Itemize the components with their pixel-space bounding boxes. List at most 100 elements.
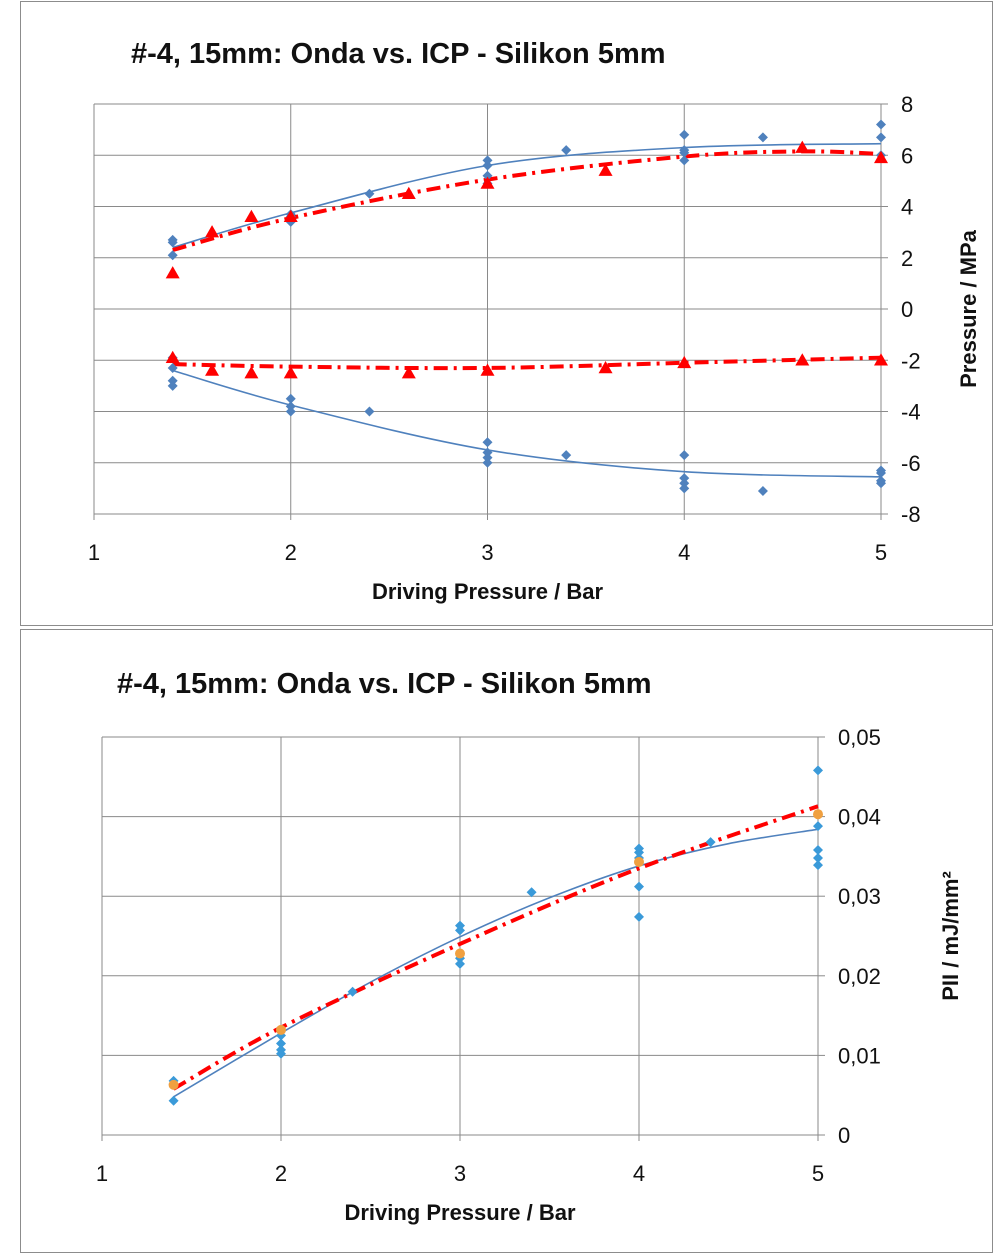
data-point-diamond [285,393,296,404]
data-point-triangle [874,150,888,164]
y-tick-label: 0,01 [838,1043,881,1068]
x-tick-label: 4 [678,540,690,565]
data-point-triangle [165,350,180,363]
x-tick-label: 3 [481,540,493,565]
data-point-diamond [482,437,493,448]
data-point-circle [634,856,644,867]
data-point-diamond [561,145,572,156]
trendline-red [172,149,882,252]
y-tick-label: -6 [901,451,921,476]
data-point-diamond [482,155,493,166]
data-point-triangle [480,363,495,376]
data-point-triangle [283,209,298,222]
data-point-diamond [276,1048,286,1059]
data-point-diamond [813,852,823,863]
data-point-triangle [795,140,810,153]
y-tick-label: 0,04 [838,805,881,830]
data-point-diamond [482,170,493,181]
data-point-triangle [205,363,220,376]
x-tick-label: 5 [875,540,887,565]
data-point-diamond [679,483,690,494]
data-point-diamond [167,234,178,245]
data-point-circle [168,1079,179,1090]
pressure-chart: 8 6 4 2 0 -2 -4 -6 -8 1 2 3 4 5 Driving Pressure / Bar… [88,92,981,604]
data-point-circle [813,809,823,820]
y-tick-label: 2 [901,246,913,271]
data-point-diamond [876,119,886,130]
pressure-chart-panel: #-4, 15mm: Onda vs. ICP - Silikon 5mm 8 6… [20,1,993,626]
data-point-diamond [679,473,690,484]
data-point-diamond [276,1038,286,1049]
data-point-diamond [285,406,296,417]
data-point-diamond [876,132,886,143]
data-point-diamond [561,450,572,461]
data-point-diamond [455,958,465,969]
data-point-diamond [526,887,537,898]
y-tick-label: 8 [901,92,913,117]
data-point-diamond [364,406,375,417]
data-point-diamond [813,860,823,871]
data-point-diamond [482,160,493,171]
data-point-triangle [244,209,259,222]
x-axis-title: Driving Pressure / Bar [372,579,604,604]
data-point-triangle [795,353,810,366]
data-point-diamond [634,847,644,858]
data-point-diamond [634,911,644,922]
data-point-triangle [244,366,259,379]
data-point-diamond [455,925,465,936]
y-tick-label: 0,02 [838,964,881,989]
data-point-diamond [757,485,768,496]
x-tick-label: 3 [454,1161,466,1186]
data-point-diamond [482,457,493,468]
data-point-triangle [205,225,220,238]
data-point-diamond [167,250,178,261]
pii-chart: 0,05 0,04 0,03 0,02 0,01 0 1 2 3 4 5 Driving Pressu… [96,725,963,1225]
x-axis-title: Driving Pressure / Bar [344,1200,576,1225]
data-point-diamond [757,132,768,143]
y-axis-title: Pressure / MPa [956,229,981,388]
data-point-diamond [482,447,493,458]
chart-title: #-4, 15mm: Onda vs. ICP - Silikon 5mm [131,38,666,70]
trendline-red [172,355,882,371]
data-point-diamond [364,188,375,199]
trendline-blue [172,142,882,249]
data-point-triangle [598,163,613,176]
y-tick-label: -8 [901,502,921,527]
data-point-triangle [283,366,298,379]
data-point-diamond [813,845,823,856]
data-point-diamond [679,478,690,489]
x-tick-label: 5 [812,1161,824,1186]
data-point-diamond [813,821,823,832]
x-tick-label: 4 [633,1161,645,1186]
y-tick-label: 0 [838,1123,850,1148]
data-point-triangle [598,360,613,374]
y-tick-label: 0,05 [838,725,881,750]
y-tick-label: 4 [901,195,913,220]
data-point-triangle [401,186,416,199]
y-tick-label: 6 [901,143,913,168]
data-point-triangle [480,176,495,189]
data-point-diamond [705,837,716,848]
data-point-diamond [347,986,358,997]
data-point-diamond [876,478,886,489]
data-point-diamond [167,380,178,391]
trendline-blue [172,369,882,478]
data-point-diamond [167,375,178,386]
trendline-red [172,804,819,1091]
data-point-triangle [874,353,888,366]
data-point-triangle [165,266,180,279]
data-point-diamond [482,452,493,463]
data-point-triangle [401,366,416,379]
x-tick-label: 2 [275,1161,287,1186]
x-tick-label: 1 [96,1161,108,1186]
y-tick-label: 0 [901,297,913,322]
y-tick-label: -4 [901,400,921,425]
data-point-diamond [679,147,690,158]
trendline-blue [173,828,819,1098]
data-point-diamond [285,401,296,412]
x-tick-label: 1 [88,540,100,565]
data-point-circle [276,1024,286,1035]
data-point-diamond [876,468,886,478]
data-point-diamond [679,129,690,140]
y-axis-title: PII / mJ/mm² [938,871,963,1001]
